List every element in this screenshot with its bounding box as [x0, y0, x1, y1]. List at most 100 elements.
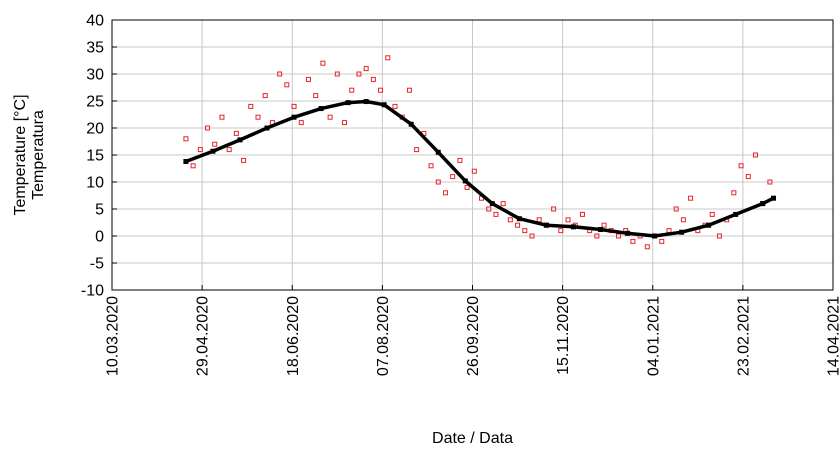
measured-point — [536, 217, 542, 223]
measured-point — [298, 120, 304, 126]
measured-point — [277, 71, 283, 77]
fit-point — [771, 195, 777, 201]
x-tick-label: 14.04.2021 — [826, 296, 839, 376]
y-tick-label: 15 — [86, 148, 104, 165]
measured-point — [680, 217, 686, 223]
fit-point — [625, 230, 631, 236]
measured-point — [471, 168, 477, 174]
measured-point — [392, 103, 398, 109]
fit-point — [381, 102, 387, 108]
y-tick-label: 20 — [86, 121, 104, 138]
fit-point — [210, 148, 216, 154]
fit-point — [363, 99, 369, 105]
y-axis-ticks: -10 -5 0 5 10 15 20 25 30 35 40 — [81, 13, 117, 300]
fit-point — [516, 216, 522, 222]
y-tick-label: 25 — [86, 94, 104, 111]
x-tick-label: 04.01.2021 — [645, 296, 662, 376]
measured-point — [370, 76, 376, 82]
fit-point — [543, 222, 549, 228]
x-axis-ticks: 10.03.2020 29.04.2020 18.06.2020 07.08.2020… — [105, 285, 839, 376]
y-axis-subtitle: Temperatura — [30, 110, 47, 200]
measured-point — [226, 147, 232, 153]
fit-point — [760, 201, 766, 207]
y-tick-label: 5 — [95, 202, 104, 219]
measured-point — [515, 222, 521, 228]
fit-point — [345, 100, 351, 106]
measured-point — [219, 114, 225, 120]
x-tick-label: 15.11.2020 — [555, 296, 572, 375]
x-axis-title: Date / Data — [432, 430, 513, 447]
measured-point — [435, 179, 441, 185]
measured-point — [745, 174, 751, 180]
y-axis-title: Temperature [°C] — [12, 94, 29, 215]
y-tick-label: 0 — [95, 229, 104, 246]
measured-point — [212, 141, 218, 147]
measured-point — [406, 87, 412, 93]
fit-point — [570, 224, 576, 230]
x-tick-label: 10.03.2020 — [105, 296, 122, 376]
measured-point — [327, 114, 333, 120]
measured-point — [486, 206, 492, 212]
fit-point — [318, 106, 324, 112]
fit-point — [733, 211, 739, 217]
measured-point — [457, 157, 463, 163]
fit-point — [706, 222, 712, 228]
measured-point — [248, 103, 254, 109]
measured-point — [205, 125, 211, 131]
fit-point — [435, 149, 441, 155]
measured-point — [414, 147, 420, 153]
measured-point — [378, 87, 384, 93]
measured-point — [442, 190, 448, 196]
measured-point — [450, 174, 456, 180]
x-tick-label: 29.04.2020 — [195, 296, 212, 376]
fit-point — [237, 137, 243, 143]
measured-point — [630, 238, 636, 244]
fit-point — [489, 201, 495, 207]
measured-point — [500, 201, 506, 207]
y-tick-label: 10 — [86, 175, 104, 192]
fit-point — [408, 121, 414, 127]
measured-point — [291, 103, 297, 109]
measured-point — [262, 93, 268, 99]
fit-point — [183, 158, 189, 164]
measured-point — [190, 163, 196, 169]
measured-point — [349, 87, 355, 93]
measured-point — [255, 114, 261, 120]
y-tick-label: -10 — [81, 283, 104, 300]
measured-point — [233, 130, 239, 136]
measured-point — [731, 190, 737, 196]
measured-point — [666, 228, 672, 234]
measured-point — [551, 206, 557, 212]
measured-point — [594, 233, 600, 239]
measured-point — [183, 136, 189, 142]
measured-point — [529, 233, 535, 239]
fit-point — [291, 114, 297, 120]
x-tick-label: 07.08.2020 — [375, 296, 392, 376]
measured-point — [241, 157, 247, 163]
measured-point — [716, 233, 722, 239]
y-tick-label: 35 — [86, 40, 104, 57]
fit-point — [652, 233, 658, 239]
y-tick-label: 30 — [86, 67, 104, 84]
measured-point — [752, 152, 758, 158]
measured-point — [493, 211, 499, 217]
measured-point — [363, 66, 369, 72]
y-tick-label: -5 — [90, 256, 104, 273]
measured-point — [428, 163, 434, 169]
measured-point — [767, 179, 773, 185]
y-tick-label: 40 — [86, 13, 104, 30]
measured-point — [320, 60, 326, 66]
measured-point — [673, 206, 679, 212]
measured-point — [601, 222, 607, 228]
measured-point — [313, 93, 319, 99]
measured-point — [385, 55, 391, 61]
x-tick-label: 26.09.2020 — [465, 296, 482, 376]
measured-point — [644, 244, 650, 250]
measured-point — [464, 184, 470, 190]
measured-point — [579, 211, 585, 217]
x-tick-label: 23.02.2021 — [735, 296, 752, 376]
measured-point — [709, 211, 715, 217]
measured-point — [688, 195, 694, 201]
measured-points — [183, 55, 773, 250]
